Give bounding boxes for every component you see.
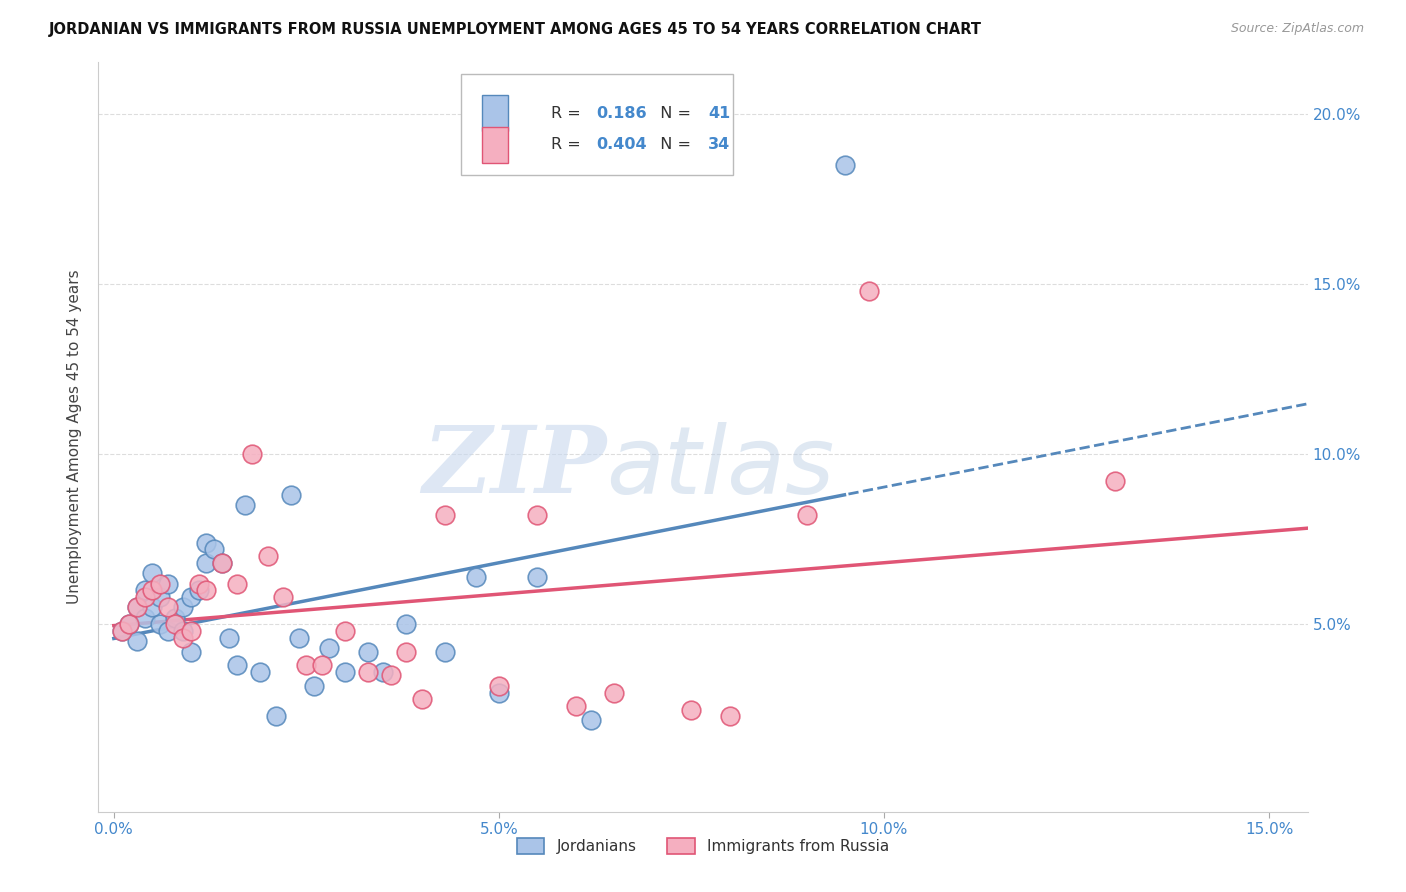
Point — [172, 631, 194, 645]
Point — [195, 535, 218, 549]
Point — [156, 600, 179, 615]
Text: R =: R = — [551, 105, 585, 120]
Text: 0.404: 0.404 — [596, 137, 647, 153]
Point — [287, 631, 309, 645]
Text: N =: N = — [650, 105, 696, 120]
Point — [295, 658, 318, 673]
Point — [395, 645, 418, 659]
Point — [233, 498, 256, 512]
Point — [280, 488, 302, 502]
Point — [226, 658, 249, 673]
Text: 0.186: 0.186 — [596, 105, 647, 120]
Text: 34: 34 — [707, 137, 730, 153]
Point — [211, 556, 233, 570]
Point — [464, 570, 486, 584]
Point — [581, 713, 603, 727]
Point — [526, 570, 548, 584]
Point — [373, 665, 395, 679]
Point — [211, 556, 233, 570]
Point — [118, 617, 141, 632]
Point — [318, 641, 340, 656]
Point — [195, 556, 218, 570]
Point — [834, 158, 856, 172]
Point — [858, 284, 880, 298]
Point — [565, 699, 588, 714]
Point — [257, 549, 280, 564]
Point — [333, 624, 356, 639]
Text: JORDANIAN VS IMMIGRANTS FROM RUSSIA UNEMPLOYMENT AMONG AGES 45 TO 54 YEARS CORRE: JORDANIAN VS IMMIGRANTS FROM RUSSIA UNEM… — [49, 22, 983, 37]
FancyBboxPatch shape — [461, 74, 734, 175]
Point — [165, 617, 187, 632]
Point — [156, 576, 179, 591]
Point — [125, 600, 148, 615]
Point — [380, 668, 402, 682]
Point — [218, 631, 240, 645]
Text: Source: ZipAtlas.com: Source: ZipAtlas.com — [1230, 22, 1364, 36]
Point — [271, 590, 294, 604]
Point — [411, 692, 433, 706]
Point — [141, 566, 163, 581]
Point — [110, 624, 132, 639]
Point — [180, 590, 202, 604]
Point — [202, 542, 225, 557]
Text: atlas: atlas — [606, 422, 835, 513]
Point — [603, 685, 626, 699]
Point — [134, 610, 156, 624]
Point — [718, 709, 741, 723]
Point — [357, 645, 380, 659]
Point — [796, 508, 818, 523]
Point — [180, 645, 202, 659]
Point — [433, 508, 456, 523]
Point — [125, 634, 148, 648]
Point — [311, 658, 333, 673]
Text: R =: R = — [551, 137, 585, 153]
Point — [165, 610, 187, 624]
Point — [264, 709, 287, 723]
Point — [141, 583, 163, 598]
Point — [488, 685, 510, 699]
Point — [172, 600, 194, 615]
Point — [681, 702, 703, 716]
Point — [125, 600, 148, 615]
Point — [134, 590, 156, 604]
Point — [187, 583, 209, 598]
Point — [149, 590, 172, 604]
Point — [242, 447, 264, 461]
Point — [156, 624, 179, 639]
Text: 41: 41 — [707, 105, 730, 120]
Point — [118, 617, 141, 632]
Point — [526, 508, 548, 523]
Point — [134, 583, 156, 598]
Point — [141, 600, 163, 615]
Point — [433, 645, 456, 659]
Text: ZIP: ZIP — [422, 422, 606, 512]
Point — [357, 665, 380, 679]
Point — [249, 665, 271, 679]
Y-axis label: Unemployment Among Ages 45 to 54 years: Unemployment Among Ages 45 to 54 years — [67, 269, 83, 605]
Bar — [482, 95, 509, 131]
Point — [172, 624, 194, 639]
Point — [302, 679, 325, 693]
Point — [395, 617, 418, 632]
Point — [1104, 475, 1126, 489]
Legend: Jordanians, Immigrants from Russia: Jordanians, Immigrants from Russia — [510, 832, 896, 860]
Point — [180, 624, 202, 639]
Bar — [482, 127, 509, 163]
Point — [195, 583, 218, 598]
Point — [488, 679, 510, 693]
Point — [187, 576, 209, 591]
Point — [149, 576, 172, 591]
Point — [226, 576, 249, 591]
Point — [110, 624, 132, 639]
Text: N =: N = — [650, 137, 696, 153]
Point — [333, 665, 356, 679]
Point — [149, 617, 172, 632]
